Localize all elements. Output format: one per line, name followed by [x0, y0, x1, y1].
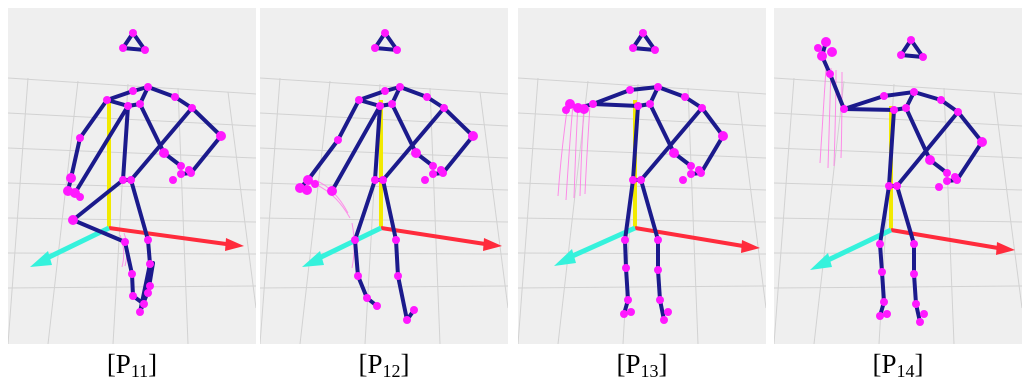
skeleton-view-p11	[8, 8, 256, 344]
skeleton-view-p14	[774, 8, 1022, 344]
panel-caption-p12: [P12]	[358, 349, 410, 381]
skeleton-bones	[820, 38, 984, 324]
skeleton-joints	[562, 29, 728, 324]
skeleton-joints	[63, 29, 226, 316]
skeleton-joints	[295, 29, 478, 324]
axis-gizmo	[302, 100, 502, 267]
floor-grid	[518, 77, 766, 344]
floor-grid	[774, 77, 1022, 344]
floor-grid	[8, 77, 256, 344]
panel-caption-p11: [P11]	[106, 349, 158, 381]
panel-caption-p13: [P13]	[616, 349, 668, 381]
skeleton-render	[774, 8, 1022, 344]
skeleton-joints	[814, 36, 987, 326]
skeleton-render	[518, 8, 766, 344]
skeleton-render	[260, 8, 508, 344]
skeleton-view-p13	[518, 8, 766, 344]
axis-gizmo	[30, 100, 244, 267]
skeleton-render	[8, 8, 256, 344]
panel-caption-p14: [P14]	[872, 349, 924, 381]
skeleton-view-p12	[260, 8, 508, 344]
